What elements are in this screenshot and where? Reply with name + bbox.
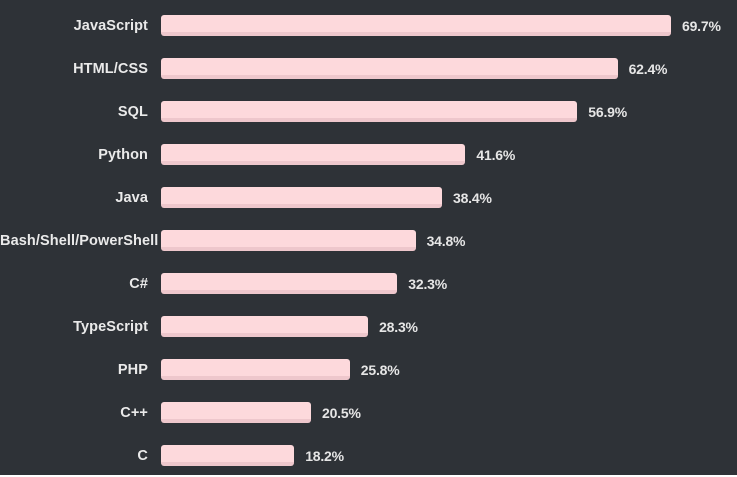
bar-row: PHP 25.8% <box>0 348 737 391</box>
bar-row: Python 41.6% <box>0 133 737 176</box>
bar <box>161 187 442 208</box>
bar-row: C++ 20.5% <box>0 391 737 434</box>
bar-row: HTML/CSS 62.4% <box>0 47 737 90</box>
category-label: C++ <box>120 404 148 421</box>
bar <box>161 230 416 251</box>
value-label: 41.6% <box>476 146 516 163</box>
bar-row: JavaScript 69.7% <box>0 4 737 47</box>
category-label: PHP <box>117 361 148 378</box>
bar-row: Java 38.4% <box>0 176 737 219</box>
category-label: TypeScript <box>73 318 148 335</box>
category-label: Python <box>98 146 148 163</box>
value-label: 38.4% <box>453 189 492 206</box>
bar-row: Bash/Shell/PowerShell 34.8% <box>0 219 737 262</box>
category-label: HTML/CSS <box>73 60 148 77</box>
bar <box>161 445 295 466</box>
value-label: 34.8% <box>426 232 466 249</box>
bar <box>161 316 369 337</box>
bar-row: C# 32.3% <box>0 262 737 305</box>
bar <box>161 101 578 122</box>
category-label: Bash/Shell/PowerShell <box>0 232 159 249</box>
category-label: C <box>137 447 148 464</box>
bar <box>161 273 398 294</box>
bar-row: TypeScript 28.3% <box>0 305 737 348</box>
category-label: Java <box>115 189 148 206</box>
value-label: 25.8% <box>360 361 400 378</box>
value-label: 20.5% <box>322 404 361 421</box>
bar <box>161 15 671 36</box>
bar <box>161 144 466 165</box>
value-label: 32.3% <box>408 275 447 292</box>
bar <box>161 58 618 79</box>
bar <box>161 402 311 423</box>
value-label: 56.9% <box>588 103 627 120</box>
bar-row: SQL 56.9% <box>0 90 737 133</box>
category-label: SQL <box>117 103 148 120</box>
bar-row: C 18.2% <box>0 434 737 477</box>
value-label: 28.3% <box>379 318 418 335</box>
value-label: 69.7% <box>682 17 721 34</box>
bar <box>161 359 350 380</box>
value-label: 62.4% <box>628 60 668 77</box>
category-label: C# <box>129 275 148 292</box>
category-label: JavaScript <box>73 17 148 34</box>
value-label: 18.2% <box>305 447 344 464</box>
